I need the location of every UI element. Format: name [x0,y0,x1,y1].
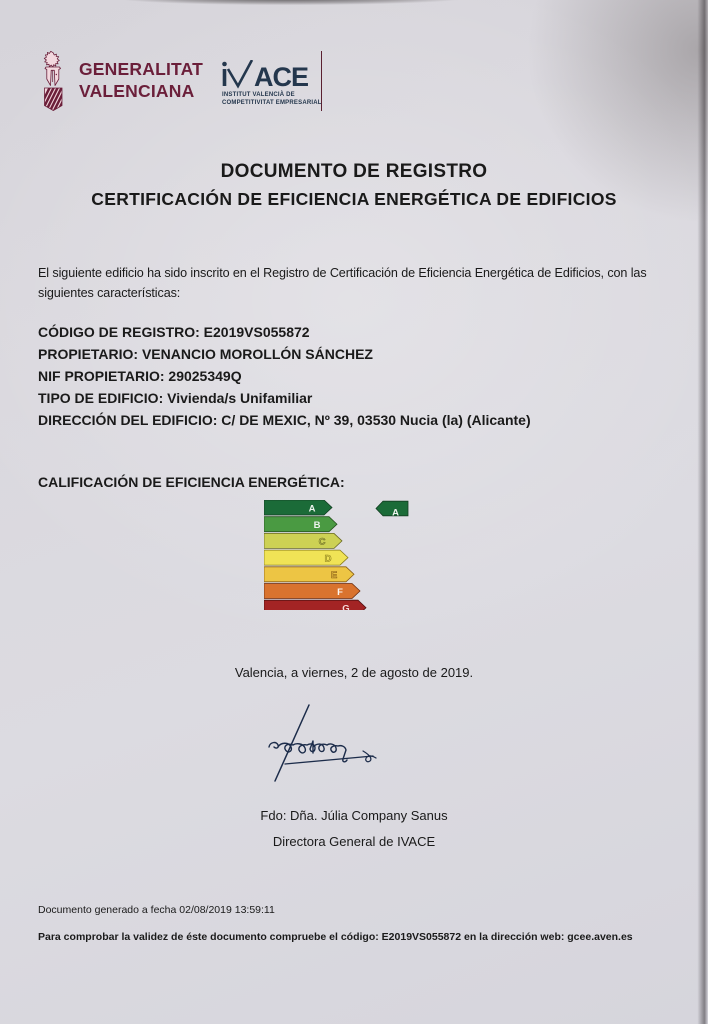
svg-text:F: F [337,587,343,598]
svg-text:E: E [331,570,337,581]
svg-text:G: G [342,604,349,611]
svg-text:A: A [309,503,316,514]
svg-text:B: B [314,520,321,531]
svg-text:D: D [325,553,332,564]
svg-text:C: C [319,537,326,548]
svg-text:A: A [392,507,399,518]
svg-text:ACE: ACE [254,62,308,92]
